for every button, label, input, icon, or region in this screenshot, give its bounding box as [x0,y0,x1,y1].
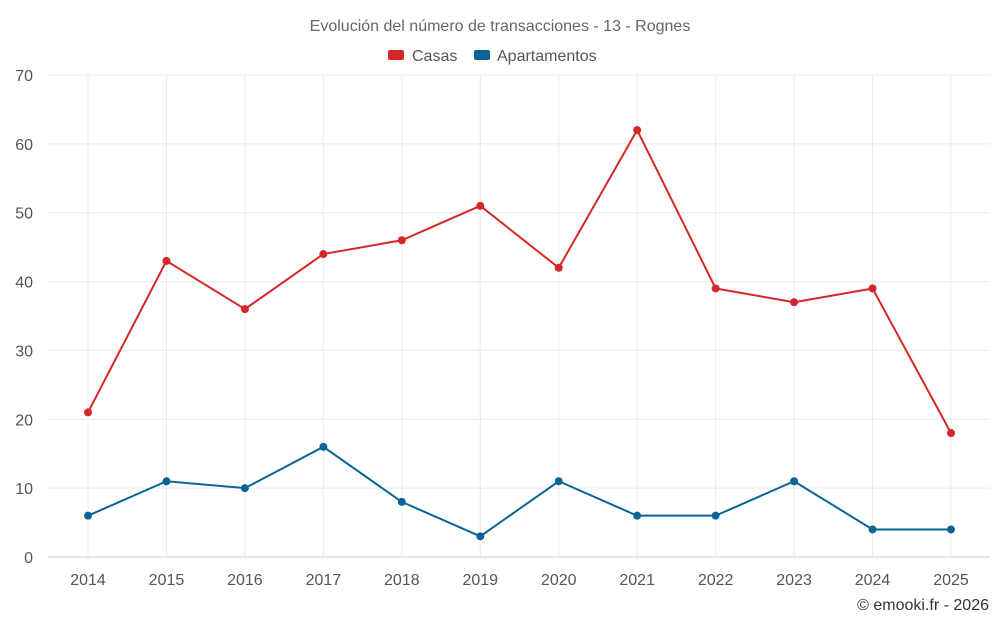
data-point-casas-2022[interactable] [711,284,720,293]
x-tick-label: 2023 [776,572,812,589]
data-point-casas-2021[interactable] [633,126,642,135]
y-tick-label: 40 [15,275,33,292]
y-tick-label: 50 [15,206,33,223]
legend-swatch-apartamentos[interactable] [474,50,490,60]
data-point-casas-2015[interactable] [162,256,171,265]
y-tick-label: 0 [24,550,33,567]
y-tick-label: 70 [15,68,33,85]
data-point-casas-2023[interactable] [790,298,799,307]
data-point-casas-2019[interactable] [476,201,485,210]
data-point-casas-2020[interactable] [554,263,563,272]
data-point-casas-2017[interactable] [319,250,328,259]
x-tick-label: 2024 [855,572,891,589]
data-point-apartamentos-2024[interactable] [868,525,877,534]
chart-title: Evolución del número de transacciones - … [310,18,691,35]
y-tick-label: 60 [15,137,33,154]
data-point-apartamentos-2021[interactable] [633,511,642,520]
data-point-apartamentos-2022[interactable] [711,511,720,520]
x-tick-label: 2025 [933,572,969,589]
data-point-apartamentos-2019[interactable] [476,532,485,541]
series-group [84,126,955,541]
credit: © emooki.fr - 2026 [857,597,989,614]
data-point-casas-2025[interactable] [947,429,955,438]
series-line-apartamentos [87,445,951,538]
y-tick-label: 10 [15,481,33,498]
data-point-casas-2024[interactable] [868,284,877,293]
x-tick-label: 2021 [619,572,655,589]
data-point-apartamentos-2014[interactable] [84,511,92,520]
y-tick-label: 30 [15,343,33,360]
grid [48,74,990,558]
x-tick-label: 2022 [698,572,734,589]
x-tick-label: 2020 [541,572,577,589]
data-point-casas-2014[interactable] [84,408,92,417]
x-tick-label: 2018 [384,572,420,589]
y-axis: 0 10 20 30 40 50 60 70 [15,68,33,567]
x-tick-label: 2016 [227,572,263,589]
x-tick-label: 2015 [149,572,185,589]
data-point-apartamentos-2017[interactable] [319,442,328,451]
y-tick-label: 20 [15,412,33,429]
x-tick-label: 2017 [306,572,342,589]
data-point-apartamentos-2025[interactable] [947,525,955,534]
x-tick-label: 2014 [70,572,106,589]
x-tick-label: 2019 [462,572,498,589]
data-point-apartamentos-2020[interactable] [554,477,563,486]
data-point-apartamentos-2023[interactable] [790,477,799,486]
data-point-apartamentos-2016[interactable] [240,484,249,493]
legend-label-apartamentos[interactable]: Apartamentos [497,48,597,65]
legend: Casas Apartamentos [388,48,597,65]
legend-label-casas[interactable]: Casas [412,48,457,65]
series-line-casas [87,127,952,434]
x-axis: 2014 2015 2016 2017 2018 2019 2020 2021 2022 2023… [70,572,969,589]
data-point-apartamentos-2015[interactable] [162,477,171,486]
data-point-casas-2016[interactable] [240,305,249,314]
legend-swatch-casas[interactable] [388,50,404,60]
data-point-casas-2018[interactable] [397,236,406,245]
data-point-apartamentos-2018[interactable] [397,497,406,506]
